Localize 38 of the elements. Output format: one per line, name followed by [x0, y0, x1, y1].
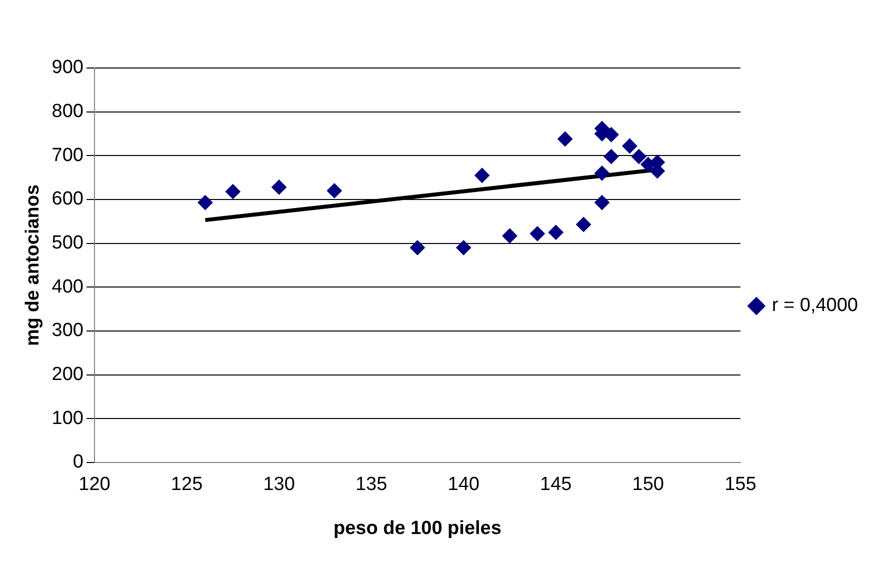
x-tick-label: 145: [540, 474, 572, 496]
y-tick-label: 700: [52, 144, 84, 166]
y-tick-label: 200: [52, 364, 84, 385]
x-tick-label: 130: [263, 474, 295, 496]
y-tick-label: 300: [52, 320, 84, 342]
y-tick-label: 500: [52, 232, 84, 254]
point: [530, 226, 545, 242]
point: [622, 138, 638, 154]
point: [594, 195, 610, 210]
y-tick-label: 800: [52, 101, 84, 122]
point: [502, 228, 518, 244]
y-tick-label: 900: [52, 57, 84, 78]
legend-label: r = 0,4000: [772, 295, 858, 316]
x-axis-title: peso de 100 pieles: [333, 518, 502, 539]
point: [594, 166, 610, 181]
y-tick-label: 600: [52, 188, 84, 210]
point: [558, 131, 573, 146]
x-tick-label: 150: [632, 474, 664, 496]
point: [410, 240, 425, 256]
x-tick-label: 135: [355, 474, 388, 496]
y-tick-label: 0: [72, 452, 84, 473]
point: [576, 216, 592, 232]
point: [604, 149, 619, 164]
point: [198, 195, 213, 210]
y-tick-label: 100: [52, 408, 84, 429]
x-tick-label: 155: [724, 474, 756, 496]
x-tick-label: 120: [78, 474, 110, 496]
point: [456, 240, 472, 256]
point: [272, 180, 287, 195]
point: [225, 184, 240, 200]
point: [474, 168, 490, 183]
point: [631, 149, 646, 164]
point: [326, 183, 342, 198]
y-tick-label: 400: [52, 276, 84, 298]
x-tick-label: 125: [170, 474, 203, 496]
point: [548, 224, 564, 240]
x-tick-label: 140: [448, 474, 480, 496]
y-axis-title: mg de antocianos: [22, 184, 44, 346]
